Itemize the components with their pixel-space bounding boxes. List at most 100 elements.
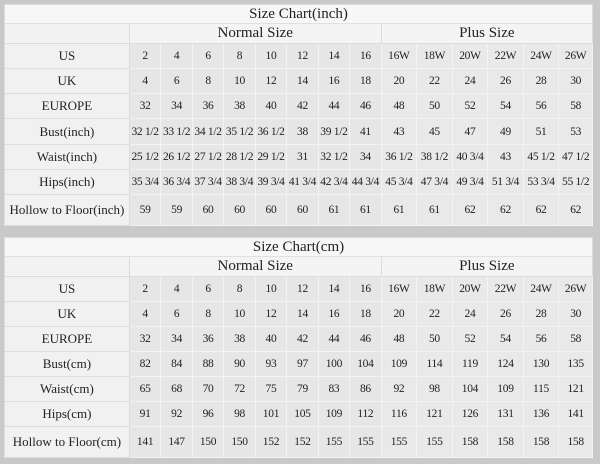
size-value-cell: 41 <box>349 118 382 145</box>
row-label: Waist(inch) <box>4 143 130 170</box>
size-value-cell: 45 1/2 <box>522 143 560 170</box>
size-value-cell: 42 <box>286 326 319 352</box>
group-header-row: Normal Size Plus Size <box>4 256 594 277</box>
size-value-cell: 22 <box>416 301 453 327</box>
table-row: UK 4 6 8 10 12 14 16 18 20 22 24 26 28 30 <box>4 68 593 95</box>
size-value-cell: 46 <box>349 93 382 120</box>
size-value-cell: 48 <box>380 326 418 352</box>
size-value-cell: 54 <box>487 93 524 120</box>
size-value-cell: 44 <box>317 93 351 120</box>
size-value-cell: 6 <box>160 68 193 95</box>
row-label: US <box>4 276 130 302</box>
size-value-cell: 36 1/2 <box>254 118 288 145</box>
size-value-cell: 72 <box>223 376 256 402</box>
size-value-cell: 53 <box>558 118 593 145</box>
size-value-cell: 62 <box>558 193 593 227</box>
size-value-cell: 22W <box>487 276 524 302</box>
table-row: US 2 4 6 8 10 12 14 16 16W 18W 20W 22W 24W 26W <box>4 43 593 70</box>
size-value-cell: 105 <box>286 401 319 427</box>
size-value-cell: 45 <box>416 118 453 145</box>
table-row: Waist(inch) 25 1/2 26 1/2 27 1/2 28 1/2 29 1/… <box>4 143 593 170</box>
size-value-cell: 136 <box>522 401 560 427</box>
size-value-cell: 16 <box>317 301 351 327</box>
table-row: EUROPE 32 34 36 38 40 42 44 46 48 50 52 54 56 58 <box>4 93 593 120</box>
size-value-cell: 26W <box>558 276 593 302</box>
size-value-cell: 8 <box>223 276 256 302</box>
row-label: Hollow to Floor(inch) <box>4 193 130 227</box>
size-value-cell: 4 <box>128 301 162 327</box>
size-value-cell: 47 1/2 <box>558 143 593 170</box>
size-value-cell: 16W <box>380 276 418 302</box>
size-value-cell: 14 <box>317 276 351 302</box>
size-value-cell: 98 <box>416 376 453 402</box>
size-value-cell: 88 <box>191 351 225 377</box>
table-row: Bust(cm) 82 84 88 90 93 97 100 104 109 114 119 124 13… <box>4 351 593 377</box>
size-value-cell: 26 <box>487 68 524 95</box>
size-value-cell: 130 <box>522 351 560 377</box>
row-label: Bust(cm) <box>4 351 130 377</box>
size-value-cell: 38 <box>223 326 256 352</box>
size-value-cell: 155 <box>349 426 382 458</box>
size-value-cell: 47 3/4 <box>416 168 453 195</box>
size-value-cell: 158 <box>522 426 560 458</box>
size-value-cell: 20 <box>380 301 418 327</box>
size-value-cell: 60 <box>223 193 256 227</box>
size-value-cell: 38 <box>286 118 319 145</box>
size-value-cell: 35 1/2 <box>223 118 256 145</box>
row-label: UK <box>4 68 130 95</box>
size-value-cell: 24W <box>522 276 560 302</box>
size-value-cell: 6 <box>160 301 193 327</box>
size-value-cell: 61 <box>416 193 453 227</box>
size-value-cell: 61 <box>349 193 382 227</box>
size-value-cell: 10 <box>223 68 256 95</box>
size-value-cell: 62 <box>522 193 560 227</box>
size-value-cell: 50 <box>416 93 453 120</box>
size-value-cell: 16 <box>317 68 351 95</box>
size-value-cell: 92 <box>160 401 193 427</box>
table-row: EUROPE 32 34 36 38 40 42 44 46 48 50 52 54 56 58 <box>4 326 593 352</box>
size-value-cell: 52 <box>451 326 489 352</box>
size-value-cell: 14 <box>286 68 319 95</box>
size-value-cell: 16W <box>380 43 418 70</box>
size-value-cell: 100 <box>317 351 351 377</box>
size-value-cell: 55 1/2 <box>558 168 593 195</box>
size-value-cell: 42 3/4 <box>317 168 351 195</box>
size-value-cell: 112 <box>349 401 382 427</box>
size-value-cell: 4 <box>160 276 193 302</box>
row-label: Waist(cm) <box>4 376 130 402</box>
size-value-cell: 96 <box>191 401 225 427</box>
size-value-cell: 68 <box>160 376 193 402</box>
size-value-cell: 115 <box>522 376 560 402</box>
size-value-cell: 25 1/2 <box>128 143 162 170</box>
size-value-cell: 109 <box>317 401 351 427</box>
size-chart-cm: Size Chart(cm) Normal Size Plus Size US 2 4 6 8… <box>4 237 594 458</box>
size-value-cell: 38 1/2 <box>416 143 453 170</box>
row-label: UK <box>4 301 130 327</box>
size-value-cell: 10 <box>254 43 288 70</box>
chart-title: Size Chart(cm) <box>4 237 593 257</box>
size-value-cell: 90 <box>223 351 256 377</box>
size-value-cell: 32 1/2 <box>128 118 162 145</box>
size-value-cell: 52 <box>451 93 489 120</box>
size-value-cell: 28 <box>522 68 560 95</box>
size-value-cell: 31 <box>286 143 319 170</box>
size-value-cell: 92 <box>380 376 418 402</box>
size-value-cell: 51 <box>522 118 560 145</box>
size-value-cell: 2 <box>128 43 162 70</box>
size-value-cell: 104 <box>451 376 489 402</box>
size-value-cell: 91 <box>128 401 162 427</box>
size-value-cell: 35 3/4 <box>128 168 162 195</box>
group-normal-size: Normal Size <box>128 23 382 45</box>
size-value-cell: 28 <box>522 301 560 327</box>
size-value-cell: 155 <box>416 426 453 458</box>
size-value-cell: 14 <box>317 43 351 70</box>
size-value-cell: 39 1/2 <box>317 118 351 145</box>
size-value-cell: 101 <box>254 401 288 427</box>
size-chart-inch: Size Chart(inch) Normal Size Plus Size US 2 4… <box>4 3 594 227</box>
size-value-cell: 61 <box>317 193 351 227</box>
table-row: Hips(inch) 35 3/4 36 3/4 37 3/4 38 3/4 39 3/4… <box>4 168 593 195</box>
size-value-cell: 116 <box>380 401 418 427</box>
title-row: Size Chart(inch) <box>4 3 593 25</box>
size-value-cell: 4 <box>160 43 193 70</box>
size-value-cell: 45 3/4 <box>380 168 418 195</box>
